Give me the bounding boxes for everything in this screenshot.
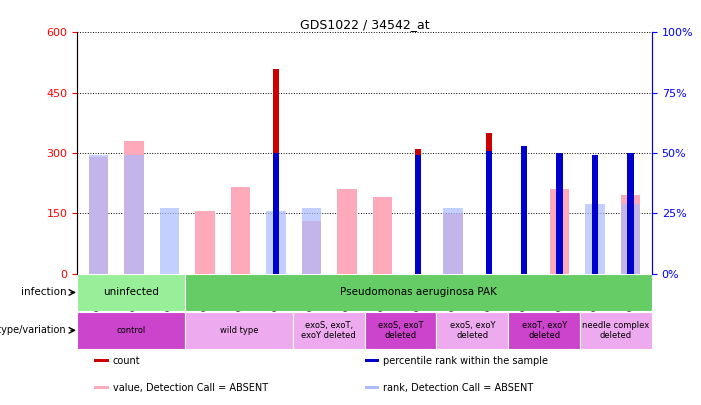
Text: exoS, exoT
deleted: exoS, exoT deleted xyxy=(378,321,423,340)
Text: count: count xyxy=(113,356,140,366)
Title: GDS1022 / 34542_at: GDS1022 / 34542_at xyxy=(300,18,429,31)
Bar xyxy=(414,149,421,273)
Text: uninfected: uninfected xyxy=(103,288,159,297)
Text: percentile rank within the sample: percentile rank within the sample xyxy=(383,356,548,366)
Bar xyxy=(88,156,108,273)
Bar xyxy=(365,360,379,362)
Bar xyxy=(444,214,463,273)
Bar xyxy=(372,197,392,273)
Text: exoS, exoY
deleted: exoS, exoY deleted xyxy=(449,321,495,340)
Bar xyxy=(414,156,421,273)
Text: needle complex
deleted: needle complex deleted xyxy=(583,321,650,340)
Bar xyxy=(621,195,641,273)
Text: rank, Detection Call = ABSENT: rank, Detection Call = ABSENT xyxy=(383,382,533,392)
Text: value, Detection Call = ABSENT: value, Detection Call = ABSENT xyxy=(113,382,268,392)
Text: exoT, exoY
deleted: exoT, exoY deleted xyxy=(522,321,567,340)
Bar xyxy=(592,156,599,273)
Bar xyxy=(471,32,506,273)
Bar xyxy=(124,156,144,273)
Bar xyxy=(329,32,365,273)
Bar xyxy=(444,209,463,273)
Bar xyxy=(400,32,435,273)
Bar xyxy=(621,204,641,273)
Bar xyxy=(486,151,492,273)
Bar xyxy=(223,32,258,273)
Bar xyxy=(273,68,279,273)
Bar xyxy=(124,141,144,273)
Bar xyxy=(266,211,285,273)
Bar xyxy=(77,274,185,311)
Bar xyxy=(506,32,542,273)
Bar xyxy=(508,312,580,349)
Bar xyxy=(365,386,379,389)
Bar xyxy=(580,312,652,349)
Bar xyxy=(337,189,357,273)
Bar xyxy=(486,133,492,273)
Bar xyxy=(613,32,648,273)
Text: infection: infection xyxy=(21,288,67,297)
Bar xyxy=(578,32,613,273)
Text: genotype/variation: genotype/variation xyxy=(0,325,67,335)
Bar xyxy=(436,312,508,349)
Bar xyxy=(550,189,569,273)
Bar xyxy=(435,32,471,273)
Bar xyxy=(160,209,179,273)
Bar xyxy=(365,312,436,349)
Bar xyxy=(293,312,365,349)
Bar xyxy=(294,32,329,273)
Bar xyxy=(81,32,116,273)
Bar xyxy=(273,153,279,273)
Bar xyxy=(301,209,321,273)
Text: Pseudomonas aeruginosa PAK: Pseudomonas aeruginosa PAK xyxy=(340,288,497,297)
Bar xyxy=(521,175,527,273)
Bar xyxy=(195,211,215,273)
Bar xyxy=(185,274,652,311)
Bar xyxy=(185,312,293,349)
Bar xyxy=(585,204,605,273)
Bar xyxy=(521,146,527,273)
Bar xyxy=(542,32,578,273)
Bar xyxy=(231,187,250,273)
Text: exoS, exoT,
exoY deleted: exoS, exoT, exoY deleted xyxy=(301,321,356,340)
Bar xyxy=(627,153,634,273)
Bar xyxy=(592,209,599,273)
Bar xyxy=(95,386,109,389)
Text: wild type: wild type xyxy=(219,326,258,335)
Bar xyxy=(187,32,223,273)
Bar xyxy=(365,32,400,273)
Bar xyxy=(88,157,108,273)
Bar xyxy=(77,312,185,349)
Bar xyxy=(301,221,321,273)
Bar xyxy=(95,360,109,362)
Bar xyxy=(557,153,563,273)
Bar xyxy=(116,32,151,273)
Bar xyxy=(151,32,187,273)
Bar xyxy=(258,32,294,273)
Text: control: control xyxy=(116,326,146,335)
